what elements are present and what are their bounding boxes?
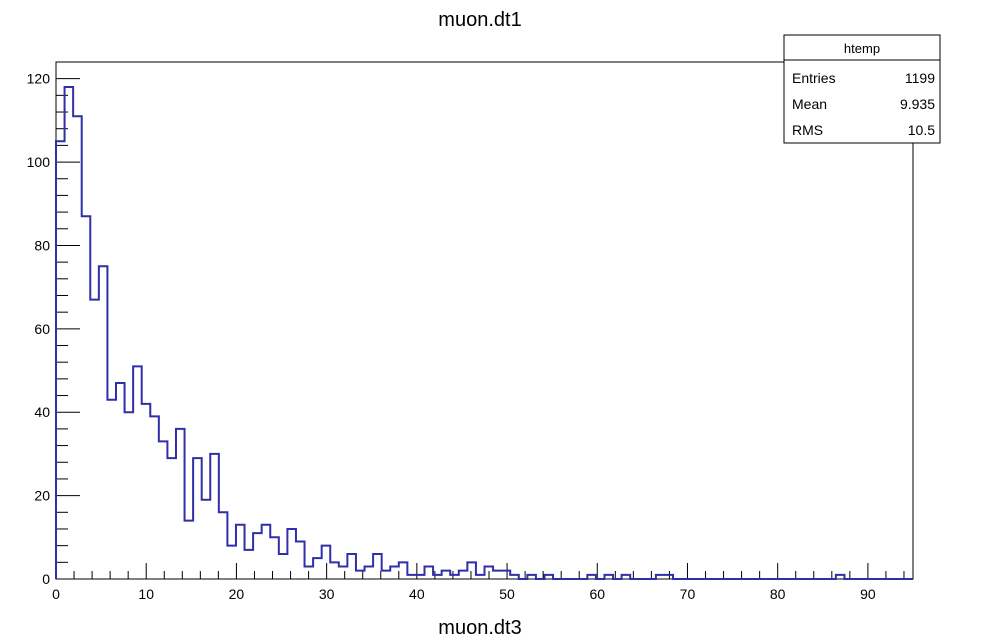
chart-title: muon.dt1 xyxy=(438,9,521,31)
stats-box-name: htemp xyxy=(844,41,880,56)
x-tick-label: 60 xyxy=(589,586,605,602)
y-tick-label: 60 xyxy=(34,321,50,337)
x-tick-label: 70 xyxy=(680,586,696,602)
y-tick-label: 120 xyxy=(27,71,51,87)
stats-box: htemp Entries 1199 Mean 9.935 RMS 10.5 xyxy=(783,34,941,144)
stats-rms-value: 10.5 xyxy=(908,122,935,138)
x-tick-label: 50 xyxy=(499,586,515,602)
y-tick-label: 40 xyxy=(34,404,50,420)
y-tick-label: 100 xyxy=(27,154,51,170)
y-tick-label: 0 xyxy=(42,571,50,587)
x-tick-label: 30 xyxy=(319,586,335,602)
y-tick-label: 20 xyxy=(34,488,50,504)
stats-entries-value: 1199 xyxy=(905,70,935,86)
x-tick-label: 40 xyxy=(409,586,425,602)
stats-mean-value: 9.935 xyxy=(900,96,935,112)
x-tick-label: 80 xyxy=(770,586,786,602)
x-axis-label: muon.dt3 xyxy=(438,617,521,639)
x-tick-label: 20 xyxy=(229,586,245,602)
stats-mean-label: Mean xyxy=(792,96,827,112)
x-tick-label: 90 xyxy=(860,586,876,602)
stats-box-frame xyxy=(783,34,941,144)
x-tick-label: 10 xyxy=(138,586,154,602)
x-axis: 0 10 20 30 40 50 60 70 80 90 xyxy=(52,563,905,602)
y-tick-label: 80 xyxy=(34,237,50,253)
histogram-outline xyxy=(55,86,913,580)
x-tick-label: 0 xyxy=(52,586,60,602)
stats-rms-label: RMS xyxy=(792,122,823,138)
stats-entries-label: Entries xyxy=(792,70,836,86)
y-axis: 0 20 40 60 80 100 120 xyxy=(27,71,80,587)
